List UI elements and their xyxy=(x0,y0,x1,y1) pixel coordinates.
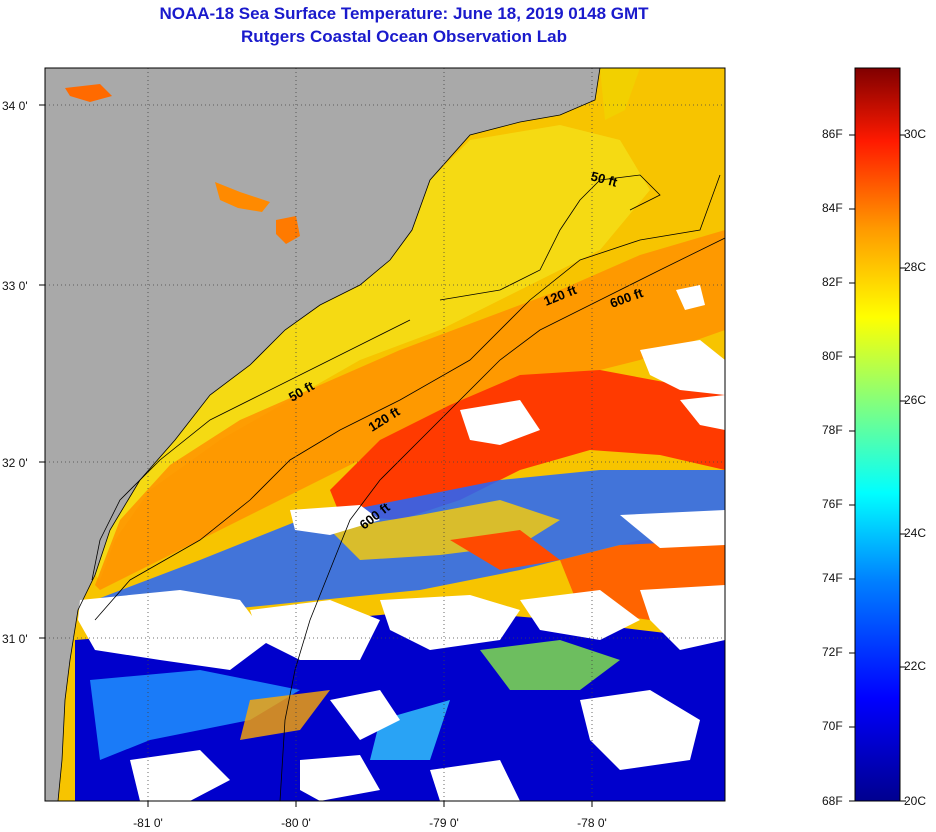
colorbar-label-f: 80F xyxy=(822,349,843,363)
y-tick-label: 32 0' xyxy=(2,456,28,470)
inland-lake xyxy=(215,182,270,212)
gulf-stream-core xyxy=(330,370,725,520)
colorbar-label-f: 82F xyxy=(822,275,843,289)
sound-water xyxy=(600,68,640,120)
warm-eddy xyxy=(450,530,560,570)
graticule xyxy=(45,68,725,801)
colorbar-label-f: 76F xyxy=(822,497,843,511)
colorbar-label-c: 20C xyxy=(904,794,927,808)
colorbar-label-f: 78F xyxy=(822,423,843,437)
colorbar-label-c: 26C xyxy=(904,393,927,407)
cool-spot xyxy=(370,700,450,760)
colorbar-label-f: 86F xyxy=(822,127,843,141)
contour-120ft xyxy=(94,174,721,621)
land-mass xyxy=(45,68,600,801)
y-tick-label: 31 0' xyxy=(2,632,28,646)
mid-temp-patch xyxy=(480,640,620,690)
colorbar-label-f: 68F xyxy=(822,794,843,808)
colorbar xyxy=(854,67,901,802)
inland-lake xyxy=(65,84,112,102)
colorbar-label-c: 28C xyxy=(904,260,927,274)
map-title: NOAA-18 Sea Surface Temperature: June 18… xyxy=(159,4,649,23)
inshore-band xyxy=(95,125,650,580)
colorbar-label-f: 70F xyxy=(822,719,843,733)
tick-marks xyxy=(39,104,593,807)
contour-label: 50 ft xyxy=(589,168,619,190)
colorbar-label-f: 84F xyxy=(822,201,843,215)
plot-frame xyxy=(44,67,726,802)
contour-50ft xyxy=(91,174,661,581)
x-tick-label: -80 0' xyxy=(281,816,311,830)
coastline xyxy=(57,68,601,801)
colorbar-label-c: 30C xyxy=(904,127,927,141)
midshelf-orange xyxy=(95,230,725,590)
cloud-cover xyxy=(78,285,725,801)
x-tick-label: -78 0' xyxy=(577,816,607,830)
colorbar-label-f: 74F xyxy=(822,571,843,585)
warm-spot xyxy=(240,690,330,740)
cool-swirl xyxy=(90,670,300,760)
x-tick-label: -79 0' xyxy=(429,816,459,830)
y-tick-label: 33 0' xyxy=(2,279,28,293)
colorbar-ticks xyxy=(849,134,906,802)
colorbar-label-c: 22C xyxy=(904,659,927,673)
contour-600ft xyxy=(279,237,725,801)
sst-image xyxy=(45,68,725,801)
y-tick-label: 34 0' xyxy=(2,99,28,113)
colorbar-label-f: 72F xyxy=(822,645,843,659)
map-subtitle: Rutgers Coastal Ocean Observation Lab xyxy=(241,27,567,46)
colorbar-label-c: 24C xyxy=(904,526,927,540)
x-tick-label: -81 0' xyxy=(133,816,163,830)
inland-lake xyxy=(276,216,300,244)
